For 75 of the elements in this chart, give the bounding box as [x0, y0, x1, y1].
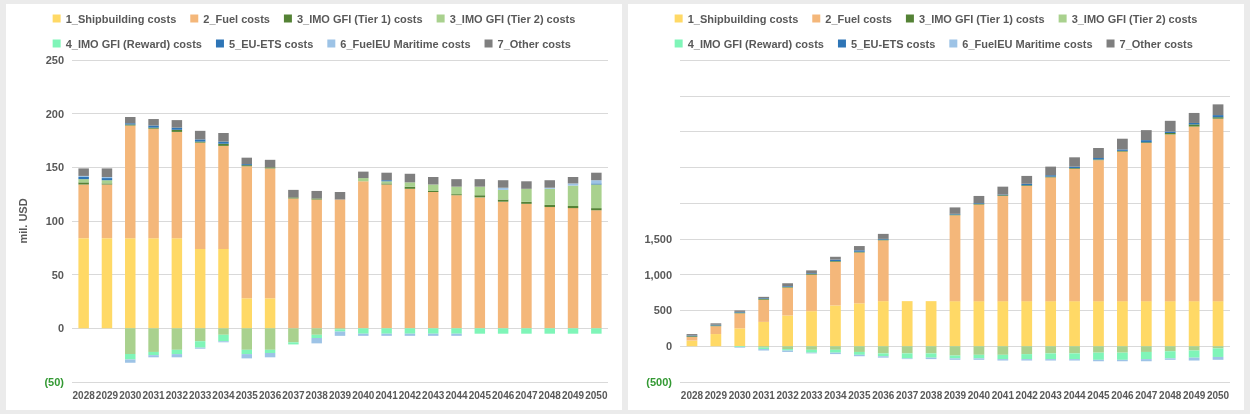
x-tick-label: 2029: [95, 389, 119, 401]
legend-label: 2_Fuel costs: [203, 12, 270, 25]
x-tick-label: 2040: [352, 389, 375, 401]
x-tick-label: 2034: [824, 389, 847, 401]
x-tick-label: 2044: [445, 389, 469, 401]
x-tick-label: 2049: [1183, 389, 1206, 401]
x-tick-label: 2043: [422, 389, 445, 401]
x-tick-label: 2041: [375, 389, 399, 401]
x-tick-label: 2035: [848, 389, 871, 401]
legend-label: 4_IMO GFI (Reward) costs: [65, 37, 202, 50]
x-tick-label: 2031: [142, 389, 166, 401]
x-tick-label: 2032: [165, 389, 189, 401]
legend-label: 3_IMO GFI (Tier 1) costs: [296, 12, 423, 25]
x-tick-label: 2047: [515, 389, 538, 401]
x-tick-label: 2045: [1087, 389, 1111, 401]
y-tick-label: 150: [45, 161, 64, 174]
x-tick-label: 2038: [919, 389, 943, 401]
x-tick-label: 2041: [991, 389, 1015, 401]
y-tick-label: 200: [45, 107, 64, 120]
x-tick-label: 2049: [561, 389, 585, 401]
legend-label: 5_EU-ETS costs: [850, 37, 936, 50]
x-tick-label: 2039: [328, 389, 352, 401]
legend-label: 1_Shipbuilding costs: [687, 12, 799, 25]
x-tick-label: 2042: [1015, 389, 1039, 401]
y-tick-label: (50): [44, 376, 65, 388]
legend-label: 1_Shipbuilding costs: [65, 12, 177, 25]
legend-label: 3_IMO GFI (Tier 2) costs: [449, 12, 576, 25]
x-tick-label: 2030: [728, 389, 752, 401]
x-tick-label: 2036: [258, 389, 282, 401]
x-tick-label: 2043: [1039, 389, 1063, 401]
x-tick-label: 2038: [305, 389, 329, 401]
legend-label: 3_IMO GFI (Tier 1) costs: [918, 12, 1045, 25]
legend-label: 6_FuelEU Maritime costs: [962, 37, 1093, 50]
legend-label: 5_EU-ETS costs: [228, 37, 314, 50]
legend-label: 7_Other costs: [497, 37, 571, 50]
x-tick-label: 2050: [585, 389, 608, 401]
y-axis-title: mil. USD: [16, 198, 29, 244]
x-tick-label: 2035: [235, 389, 259, 401]
x-tick-label: 2047: [1135, 389, 1158, 401]
y-tick-label: 0: [665, 340, 672, 353]
x-tick-label: 2033: [800, 389, 824, 401]
y-tick-label: 50: [51, 268, 64, 281]
x-tick-label: 2048: [1159, 389, 1182, 401]
x-tick-label: 2044: [1063, 389, 1087, 401]
legend-label: 4_IMO GFI (Reward) costs: [687, 37, 824, 50]
x-tick-label: 2028: [72, 389, 96, 401]
y-tick-label: 0: [57, 322, 64, 335]
y-tick-label: 1,500: [644, 232, 672, 245]
y-tick-label: 1,000: [644, 268, 672, 281]
x-tick-label: 2033: [189, 389, 212, 401]
x-tick-label: 2036: [872, 389, 895, 401]
y-tick-label: 100: [45, 215, 64, 227]
y-tick-label: (500): [646, 376, 673, 388]
y-tick-label: 500: [653, 304, 672, 317]
x-tick-label: 2032: [776, 389, 800, 401]
y-tick-label: 250: [45, 54, 64, 66]
legend-label: 7_Other costs: [1119, 37, 1193, 50]
x-tick-label: 2037: [282, 389, 305, 401]
x-tick-label: 2046: [1111, 389, 1134, 401]
x-tick-label: 2042: [398, 389, 422, 401]
x-tick-label: 2048: [538, 389, 562, 401]
x-tick-label: 2031: [752, 389, 776, 401]
x-tick-label: 2029: [704, 389, 728, 401]
x-tick-label: 2028: [680, 389, 704, 401]
x-tick-label: 2050: [1206, 389, 1230, 401]
x-tick-label: 2034: [212, 389, 236, 401]
x-tick-label: 2037: [896, 389, 919, 401]
legend-label: 2_Fuel costs: [825, 12, 892, 25]
legend-label: 3_IMO GFI (Tier 2) costs: [1071, 12, 1198, 25]
x-tick-label: 2030: [119, 389, 142, 401]
x-tick-label: 2039: [943, 389, 967, 401]
x-tick-label: 2046: [492, 389, 515, 401]
x-tick-label: 2045: [468, 389, 492, 401]
legend-label: 6_FuelEU Maritime costs: [340, 37, 471, 50]
x-tick-label: 2040: [967, 389, 991, 401]
